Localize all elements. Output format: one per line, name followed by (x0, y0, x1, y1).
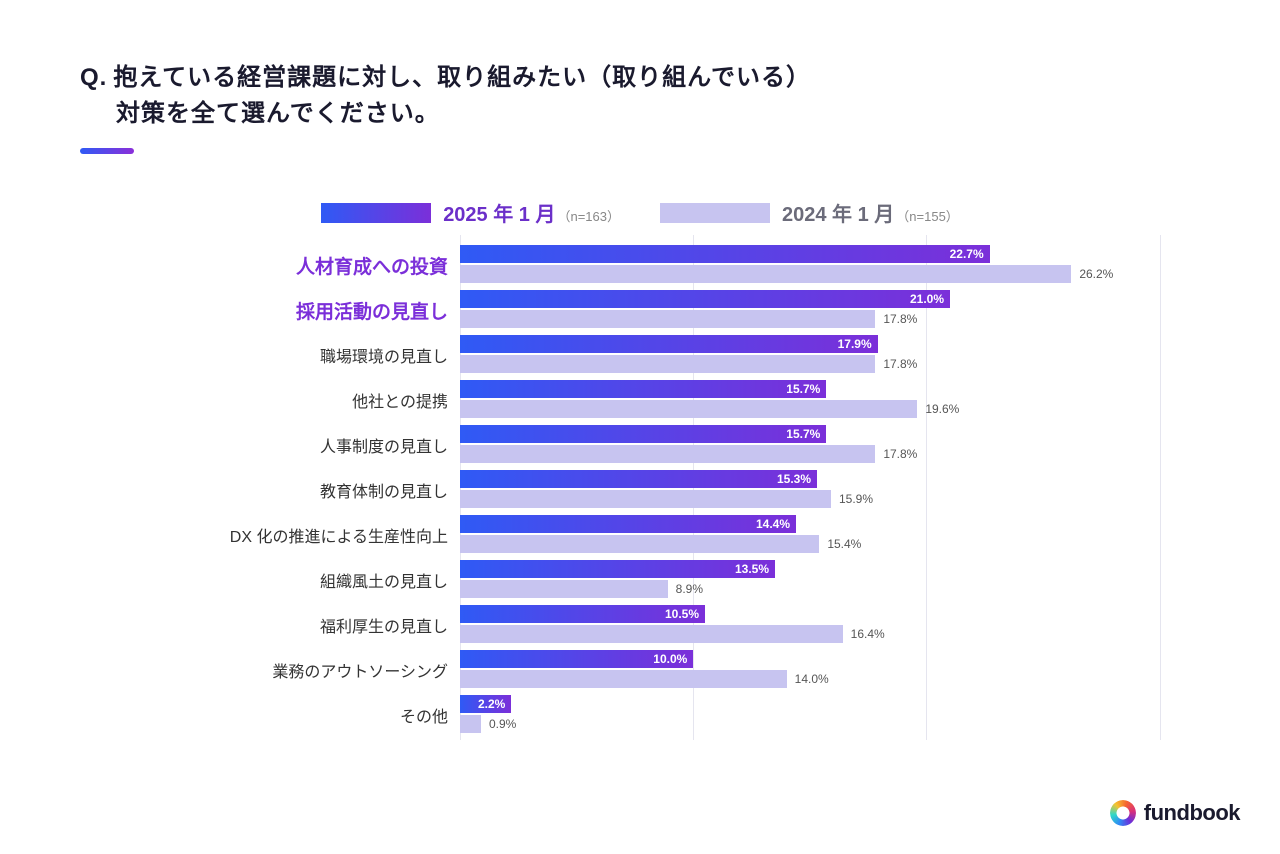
bar-value-2025: 15.7% (786, 427, 820, 441)
bar-value-2025: 22.7% (950, 247, 984, 261)
bar-2025: 21.0% (460, 290, 950, 308)
legend-label-2024: 2024 年 1 月（n=155） (782, 198, 959, 227)
bar-2025: 2.2% (460, 695, 511, 713)
bar-2024 (460, 265, 1071, 283)
accent-underline (80, 148, 134, 154)
bar-value-2024: 26.2% (1071, 265, 1113, 283)
bar-2024 (460, 490, 831, 508)
category-label: 教育体制の見直し (200, 470, 460, 510)
chart-row: 教育体制の見直し 15.3% 15.9% (200, 470, 1160, 510)
category-label: 他社との提携 (200, 380, 460, 420)
bar-2025: 15.7% (460, 425, 826, 443)
bar-value-2025: 15.3% (777, 472, 811, 486)
bars-pair: 17.9%17.8% (460, 335, 1160, 375)
category-label: 職場環境の見直し (200, 335, 460, 375)
bar-value-2024: 8.9% (668, 580, 703, 598)
bar-value-2025: 14.4% (756, 517, 790, 531)
legend-label-2025: 2025 年 1 月（n=163） (443, 198, 620, 227)
chart-row: 他社との提携 15.7% 19.6% (200, 380, 1160, 420)
logo-text: fundbook (1144, 800, 1240, 826)
bars-pair: 21.0% 17.8% (460, 290, 1160, 330)
bar-value-2024: 17.8% (875, 445, 917, 463)
bars-pair: 10.5% 16.4% (460, 605, 1160, 645)
bar-2025: 10.5% (460, 605, 705, 623)
legend-item-2025: 2025 年 1 月（n=163） (321, 198, 620, 227)
bars-pair: 2.2% 0.9% (460, 695, 1160, 735)
bar-value-2024: 0.9% (481, 715, 516, 733)
bar-value-2025: 17.9% (838, 337, 872, 351)
logo: fundbook (1110, 800, 1240, 826)
bars-pair: 15.7% 19.6% (460, 380, 1160, 420)
bar-2025: 17.9% (460, 335, 878, 353)
bars-pair: 15.3% 15.9% (460, 470, 1160, 510)
bar-2024 (460, 310, 875, 328)
legend-swatch-2025 (321, 203, 431, 223)
bar-2024 (460, 670, 787, 688)
bars-pair: 22.7% 26.2% (460, 245, 1160, 285)
bar-2025: 10.0% (460, 650, 693, 668)
bar-2024 (460, 355, 875, 373)
category-label: その他 (200, 695, 460, 735)
legend-swatch-2024 (660, 203, 770, 223)
bars-pair: 14.4% 15.4% (460, 515, 1160, 555)
bar-2024 (460, 400, 917, 418)
bar-value-2024: 17.8% (875, 310, 917, 328)
chart-row: その他 2.2% 0.9% (200, 695, 1160, 735)
bar-value-2024: 16.4% (843, 625, 885, 643)
question-text-1: 抱えている経営課題に対し、取り組みたい（取り組んでいる） (113, 64, 811, 91)
chart-row: 業務のアウトソーシング 10.0% 14.0% (200, 650, 1160, 690)
bar-2025: 14.4% (460, 515, 796, 533)
bar-value-2024: 14.0% (787, 670, 829, 688)
logo-icon (1110, 800, 1136, 826)
chart-row: 福利厚生の見直し 10.5% 16.4% (200, 605, 1160, 645)
bar-value-2024: 17.8% (875, 355, 917, 373)
chart-row: 組織風土の見直し 13.5% 8.9% (200, 560, 1160, 600)
category-label: DX 化の推進による生産性向上 (200, 515, 460, 555)
bar-2024 (460, 625, 843, 643)
question-prefix: Q. (80, 64, 107, 91)
question-line-1: Q.抱えている経営課題に対し、取り組みたい（取り組んでいる） (80, 60, 1200, 96)
category-label: 組織風土の見直し (200, 560, 460, 600)
question-line-2: 対策を全て選んでください。 (80, 96, 1200, 132)
bars-pair: 15.7% 17.8% (460, 425, 1160, 465)
bars-pair: 10.0% 14.0% (460, 650, 1160, 690)
bar-value-2025: 10.0% (653, 652, 687, 666)
category-label: 福利厚生の見直し (200, 605, 460, 645)
bar-2024 (460, 580, 668, 598)
bar-2025: 22.7% (460, 245, 990, 263)
bar-value-2025: 13.5% (735, 562, 769, 576)
bar-value-2024: 15.4% (819, 535, 861, 553)
bar-2024 (460, 445, 875, 463)
chart-row: 人材育成への投資 22.7% 26.2% (200, 245, 1160, 285)
bar-value-2025: 15.7% (786, 382, 820, 396)
bar-value-2025: 21.0% (910, 292, 944, 306)
legend-item-2024: 2024 年 1 月（n=155） (660, 198, 959, 227)
bar-value-2024: 15.9% (831, 490, 873, 508)
category-label: 採用活動の見直し (200, 290, 460, 330)
question-block: Q.抱えている経営課題に対し、取り組みたい（取り組んでいる） 対策を全て選んでく… (80, 60, 1200, 154)
bar-value-2025: 10.5% (665, 607, 699, 621)
bar-2025: 15.3% (460, 470, 817, 488)
gridline (1160, 235, 1161, 740)
chart-row: 採用活動の見直し 21.0% 17.8% (200, 290, 1160, 330)
bars-pair: 13.5% 8.9% (460, 560, 1160, 600)
chart-row: 職場環境の見直し17.9%17.8% (200, 335, 1160, 375)
category-label: 人材育成への投資 (200, 245, 460, 285)
chart-legend: 2025 年 1 月（n=163） 2024 年 1 月（n=155） (80, 198, 1200, 227)
category-label: 人事制度の見直し (200, 425, 460, 465)
bar-2024 (460, 535, 819, 553)
bar-chart: 人材育成への投資 22.7% 26.2% 採用活動の見直し 21.0% 17.8% 職場環境… (200, 245, 1160, 735)
bar-value-2025: 2.2% (478, 697, 505, 711)
chart-row: DX 化の推進による生産性向上 14.4% 15.4% (200, 515, 1160, 555)
bar-2025: 13.5% (460, 560, 775, 578)
chart-row: 人事制度の見直し 15.7% 17.8% (200, 425, 1160, 465)
bar-value-2024: 19.6% (917, 400, 959, 418)
category-label: 業務のアウトソーシング (200, 650, 460, 690)
bar-2024 (460, 715, 481, 733)
bar-2025: 15.7% (460, 380, 826, 398)
